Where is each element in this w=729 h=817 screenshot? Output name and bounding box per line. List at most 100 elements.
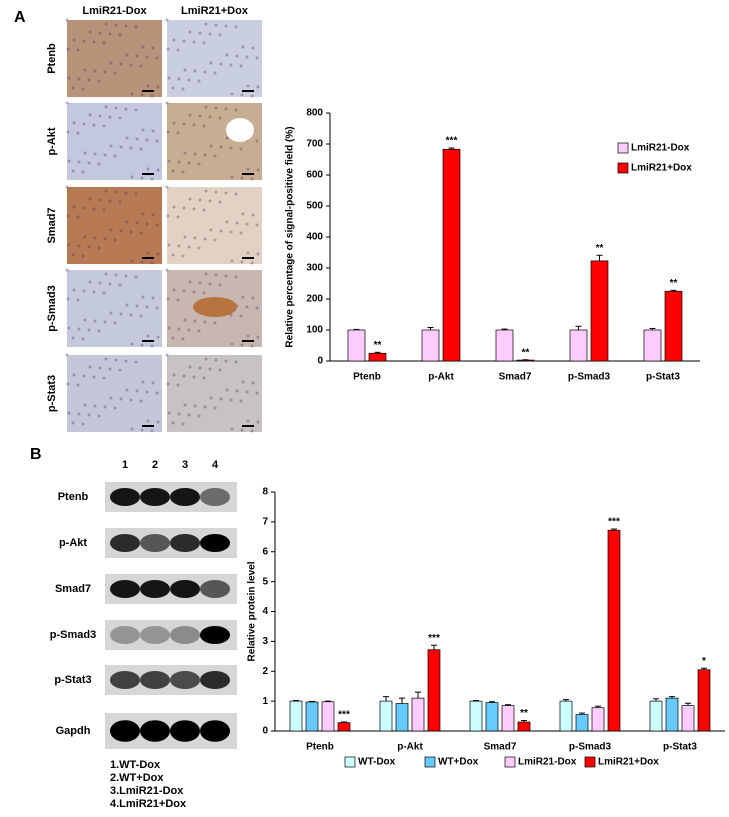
texture <box>150 344 154 348</box>
texture <box>151 213 155 217</box>
texture <box>187 245 191 249</box>
texture <box>129 313 133 317</box>
texture <box>198 281 202 285</box>
texture <box>188 197 192 201</box>
texture <box>81 254 85 258</box>
lane-key: 4.LmiR21+Dox <box>110 798 187 810</box>
texture <box>134 108 138 112</box>
y-tick-label: 8 <box>262 487 268 498</box>
y-tick-label: 500 <box>306 201 323 212</box>
band <box>140 488 170 506</box>
band <box>140 580 170 598</box>
lane-number: 3 <box>182 459 188 471</box>
texture <box>104 105 108 109</box>
band <box>140 534 170 552</box>
texture <box>246 334 250 338</box>
legend-swatch <box>504 756 516 768</box>
texture <box>181 170 185 174</box>
micrograph <box>67 187 162 264</box>
texture <box>145 55 149 59</box>
texture <box>251 296 255 300</box>
texture <box>219 229 223 233</box>
y-axis-label: Relative protein level <box>247 561 258 661</box>
texture <box>214 23 218 27</box>
texture <box>65 101 69 105</box>
texture <box>88 280 92 284</box>
texture <box>183 68 187 72</box>
texture <box>208 367 212 371</box>
band <box>200 720 230 742</box>
blot-label: p-Smad3 <box>50 629 96 641</box>
texture <box>256 85 260 89</box>
texture <box>81 170 85 174</box>
texture <box>229 146 233 150</box>
texture <box>135 304 139 308</box>
texture <box>219 145 223 149</box>
texture <box>97 79 101 83</box>
texture <box>140 93 144 97</box>
texture <box>92 375 96 379</box>
y-tick-label: 0 <box>317 356 323 367</box>
texture <box>93 236 97 240</box>
texture <box>250 429 254 433</box>
texture <box>119 62 123 66</box>
band <box>170 626 200 644</box>
texture <box>109 228 113 232</box>
texture <box>165 101 169 105</box>
texture <box>66 130 70 134</box>
texture <box>183 235 187 239</box>
texture <box>171 169 175 173</box>
texture <box>182 122 186 126</box>
texture <box>82 374 86 378</box>
texture <box>145 222 149 226</box>
blot-label: p-Stat3 <box>54 674 91 686</box>
significance: ** <box>522 347 530 358</box>
texture <box>166 297 170 301</box>
band <box>140 671 170 689</box>
y-tick-label: 200 <box>306 294 323 305</box>
texture <box>103 153 107 157</box>
texture <box>241 45 245 49</box>
texture <box>224 191 228 195</box>
texture <box>234 25 238 29</box>
texture <box>172 38 176 42</box>
bar <box>517 721 531 732</box>
texture <box>98 366 102 370</box>
texture <box>92 290 96 294</box>
texture <box>76 131 80 135</box>
significance: * <box>702 656 706 667</box>
band <box>200 488 230 506</box>
texture <box>202 376 206 380</box>
bar <box>590 260 609 362</box>
texture <box>213 71 217 75</box>
texture <box>150 177 154 181</box>
texture <box>113 406 117 410</box>
texture <box>176 48 180 52</box>
y-tick-label: 4 <box>262 606 268 617</box>
significance: *** <box>446 136 458 147</box>
bar <box>591 707 605 732</box>
texture <box>224 107 228 111</box>
texture <box>255 306 259 310</box>
texture <box>108 115 112 119</box>
texture <box>118 116 122 120</box>
texture <box>119 229 123 233</box>
texture <box>76 215 80 219</box>
texture <box>118 283 122 287</box>
texture <box>214 358 218 362</box>
legend-label: LmiR21+Dox <box>631 163 692 174</box>
texture <box>177 412 181 416</box>
texture <box>167 159 171 163</box>
texture <box>108 367 112 371</box>
texture <box>124 107 128 111</box>
texture <box>71 253 75 257</box>
texture <box>193 319 197 323</box>
texture <box>87 245 91 249</box>
texture <box>130 259 134 263</box>
micrograph <box>167 187 262 264</box>
texture <box>250 94 254 98</box>
significance: ** <box>596 243 604 254</box>
texture <box>141 295 145 299</box>
lane-number: 2 <box>152 459 158 471</box>
texture <box>202 208 206 212</box>
